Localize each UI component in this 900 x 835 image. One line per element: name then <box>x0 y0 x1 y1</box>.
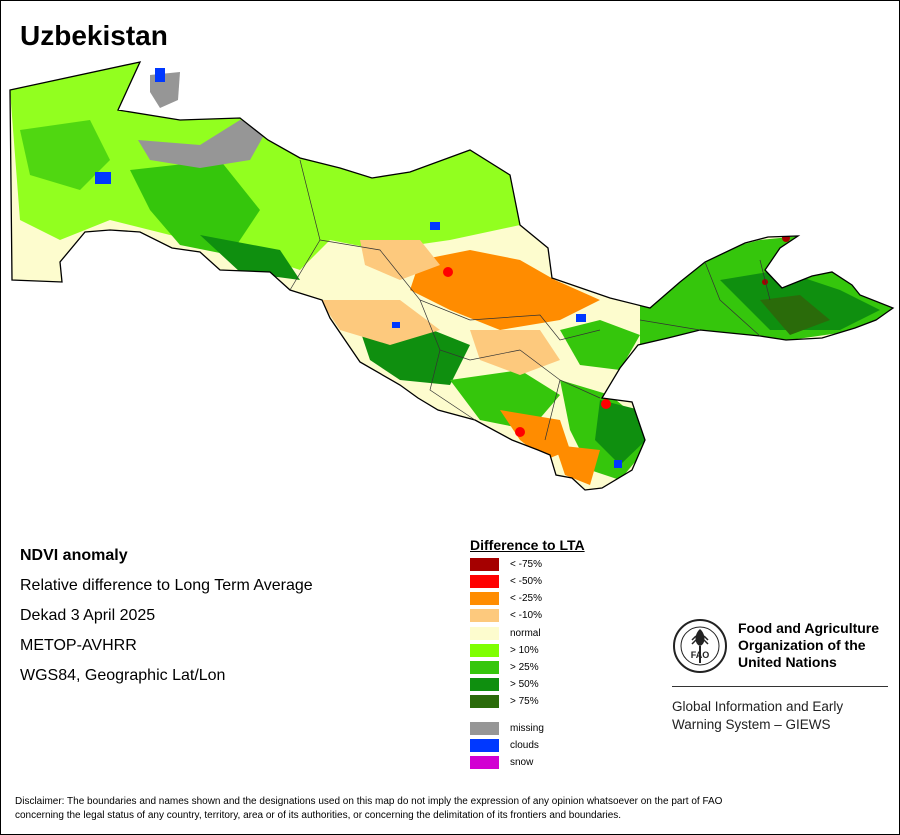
info-line-2: Dekad 3 April 2025 <box>20 607 156 624</box>
legend-item: normal <box>470 626 541 640</box>
disclaimer-line-1: Disclaimer: The boundaries and names sho… <box>15 796 723 807</box>
legend-label: > 50% <box>510 678 539 690</box>
legend-swatch <box>470 626 499 640</box>
legend-item: snow <box>470 755 533 769</box>
legend-label: > 10% <box>510 644 539 656</box>
fao-name-line-1: Food and Agriculture <box>738 620 880 636</box>
fao-logo-text: FAO <box>691 650 710 660</box>
legend-label: < -10% <box>510 609 542 621</box>
legend-swatch <box>470 643 499 657</box>
disclaimer-line-2: concerning the legal status of any count… <box>15 810 622 821</box>
legend-item: missing <box>470 721 544 735</box>
legend-swatch <box>470 608 499 622</box>
fao-name-line-2: Organization of the <box>738 637 866 653</box>
info-line-3: METOP-AVHRR <box>20 637 137 654</box>
fao-name-line-3: United Nations <box>738 654 837 670</box>
legend-swatch <box>470 755 499 769</box>
giews-name: Global Information and Early Warning Sys… <box>672 698 843 734</box>
legend: Difference to LTA < -75% < -50% < -25% < -1… <box>470 537 585 769</box>
map-title: Uzbekistan <box>20 20 168 51</box>
legend-item: < -10% <box>470 608 542 622</box>
legend-label: > 25% <box>510 661 539 673</box>
legend-swatch <box>470 721 499 735</box>
legend-swatch <box>470 660 499 674</box>
legend-swatch <box>470 557 499 571</box>
fao-organization-name: Food and Agriculture Organization of the… <box>738 620 879 671</box>
legend-swatch <box>470 677 499 691</box>
fao-logo-icon: FAO <box>673 619 727 673</box>
giews-line-2: Warning System – GIEWS <box>672 717 831 732</box>
info-line-1: Relative difference to Long Term Average <box>20 577 313 594</box>
legend-swatch <box>470 574 499 588</box>
legend-label: snow <box>510 756 534 768</box>
fao-divider <box>672 686 888 687</box>
legend-label: < -25% <box>510 592 542 604</box>
legend-item: clouds <box>470 738 539 752</box>
legend-label: < -50% <box>510 575 542 587</box>
legend-label: < -75% <box>510 558 542 570</box>
disclaimer: Disclaimer: The boundaries and names sho… <box>15 795 885 823</box>
legend-swatch <box>470 738 499 752</box>
legend-title: Difference to LTA <box>470 537 585 553</box>
legend-item: > 25% <box>470 660 539 674</box>
legend-swatch <box>470 694 499 708</box>
legend-item: > 10% <box>470 643 539 657</box>
legend-item: < -25% <box>470 591 542 605</box>
legend-item: > 75% <box>470 694 539 708</box>
legend-label: clouds <box>510 739 539 751</box>
clouds-area-north <box>155 68 165 82</box>
legend-item: < -50% <box>470 574 542 588</box>
legend-item: < -75% <box>470 557 542 571</box>
info-line-4: WGS84, Geographic Lat/Lon <box>20 667 226 684</box>
legend-label: > 75% <box>510 695 539 707</box>
legend-label: normal <box>510 627 541 639</box>
legend-label: missing <box>510 722 544 734</box>
ndvi-anomaly-map <box>9 61 894 491</box>
legend-item: > 50% <box>470 677 539 691</box>
giews-line-1: Global Information and Early <box>672 699 844 714</box>
legend-swatch <box>470 591 499 605</box>
region-borders <box>289 159 771 441</box>
info-heading: NDVI anomaly <box>20 547 128 564</box>
ndvi-raster <box>10 62 893 490</box>
map-info: NDVI anomaly Relative difference to Long… <box>20 541 313 691</box>
